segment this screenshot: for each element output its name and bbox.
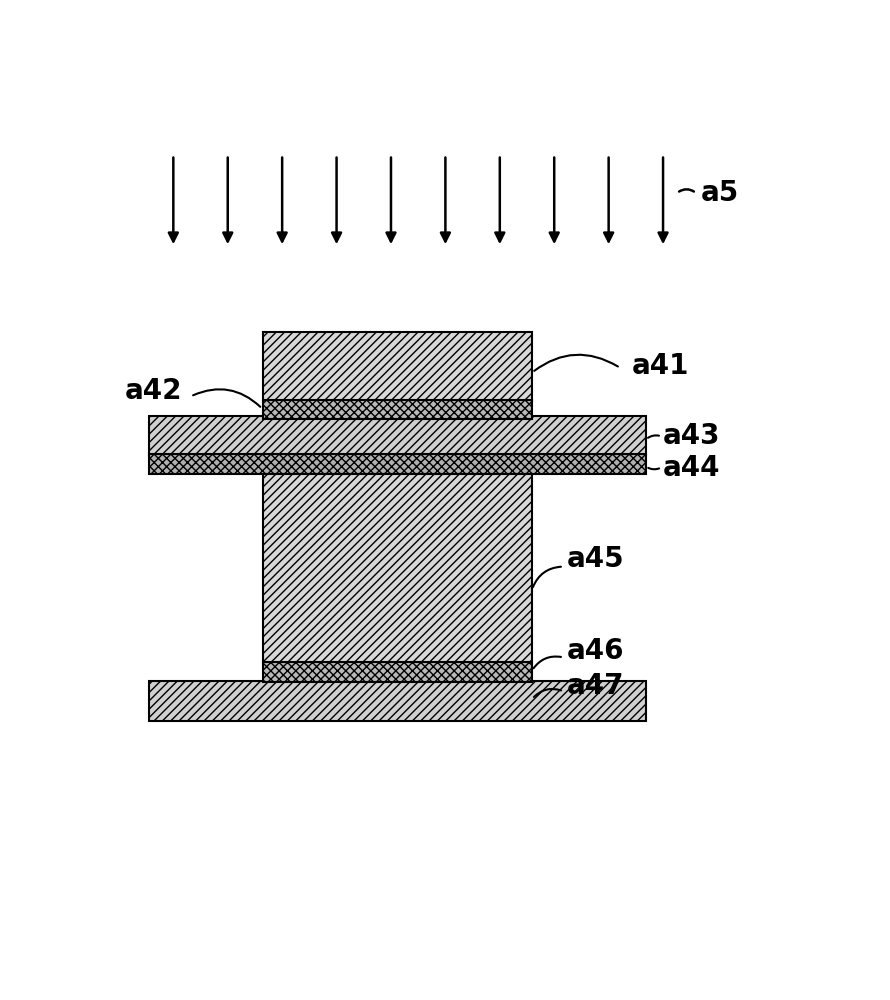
Text: a46: a46	[567, 637, 624, 665]
Text: a41: a41	[632, 352, 690, 380]
Bar	[263, 332, 532, 401]
Bar	[150, 416, 646, 455]
Bar	[263, 400, 532, 419]
Bar	[263, 474, 532, 663]
Bar	[150, 681, 646, 721]
Bar	[150, 454, 646, 474]
Text: a44: a44	[663, 454, 721, 482]
Text: a42: a42	[125, 377, 182, 405]
Text: a45: a45	[567, 545, 624, 573]
Text: a47: a47	[567, 672, 624, 700]
Text: a43: a43	[663, 422, 721, 450]
Text: a5: a5	[701, 179, 740, 207]
Bar	[263, 662, 532, 682]
